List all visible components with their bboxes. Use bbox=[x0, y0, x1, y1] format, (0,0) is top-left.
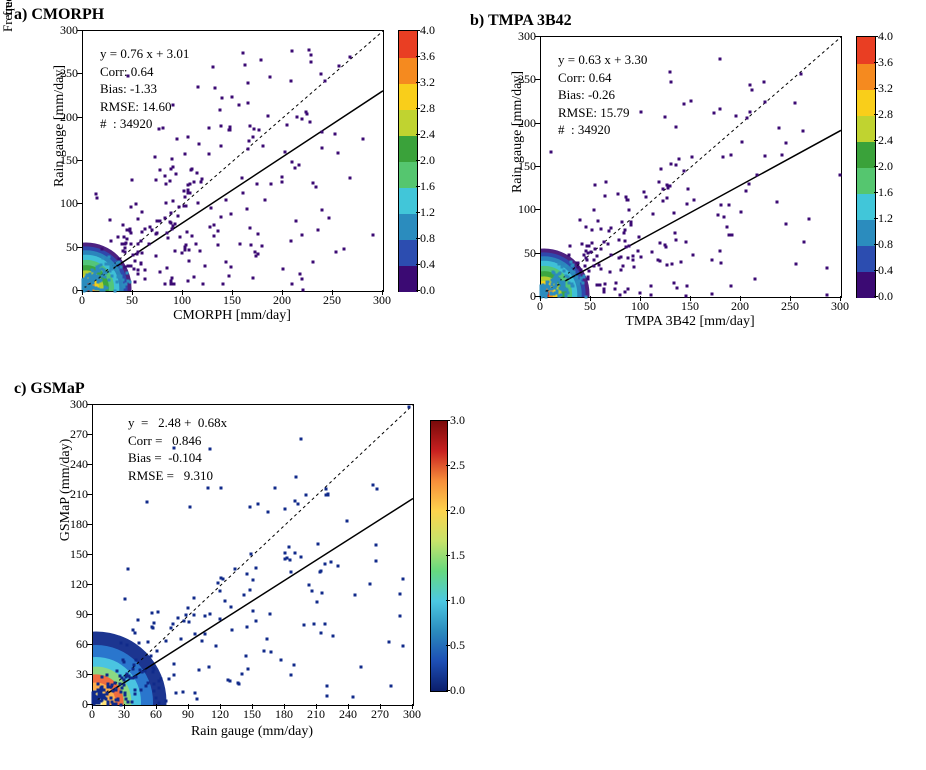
panel-c-colorbar-label: Frequency in Log-scale bbox=[0, 0, 16, 32]
panel-a-stats: y = 0.76 x + 3.01 Corr: 0.64 Bias: -1.33… bbox=[100, 45, 189, 133]
panel-b-stats: y = 0.63 x + 3.30 Corr: 0.64 Bias: -0.26… bbox=[558, 51, 647, 139]
panel-a-ylabel: Rain gauge [mm/day] bbox=[52, 0, 68, 256]
panel-c-colorbar bbox=[430, 420, 448, 692]
panel-a-colorbar bbox=[398, 30, 418, 292]
panel-b-ylabel: Rain gauge [mm/day] bbox=[510, 2, 526, 262]
panel-a-xlabel: CMORPH [mm/day] bbox=[82, 308, 382, 324]
panel-b-colorbar bbox=[856, 36, 876, 298]
panel-c-ylabel: GSMaP (mm/day) bbox=[58, 340, 74, 640]
panel-c-stats: y = 2.48 + 0.68x Corr = 0.846 Bias = -0.… bbox=[128, 414, 227, 484]
panel-b-xlabel: TMPA 3B42 [mm/day] bbox=[540, 314, 840, 330]
panel-c-xlabel: Rain gauge (mm/day) bbox=[92, 724, 412, 740]
panel-c-title: c) GSMaP bbox=[14, 380, 85, 398]
